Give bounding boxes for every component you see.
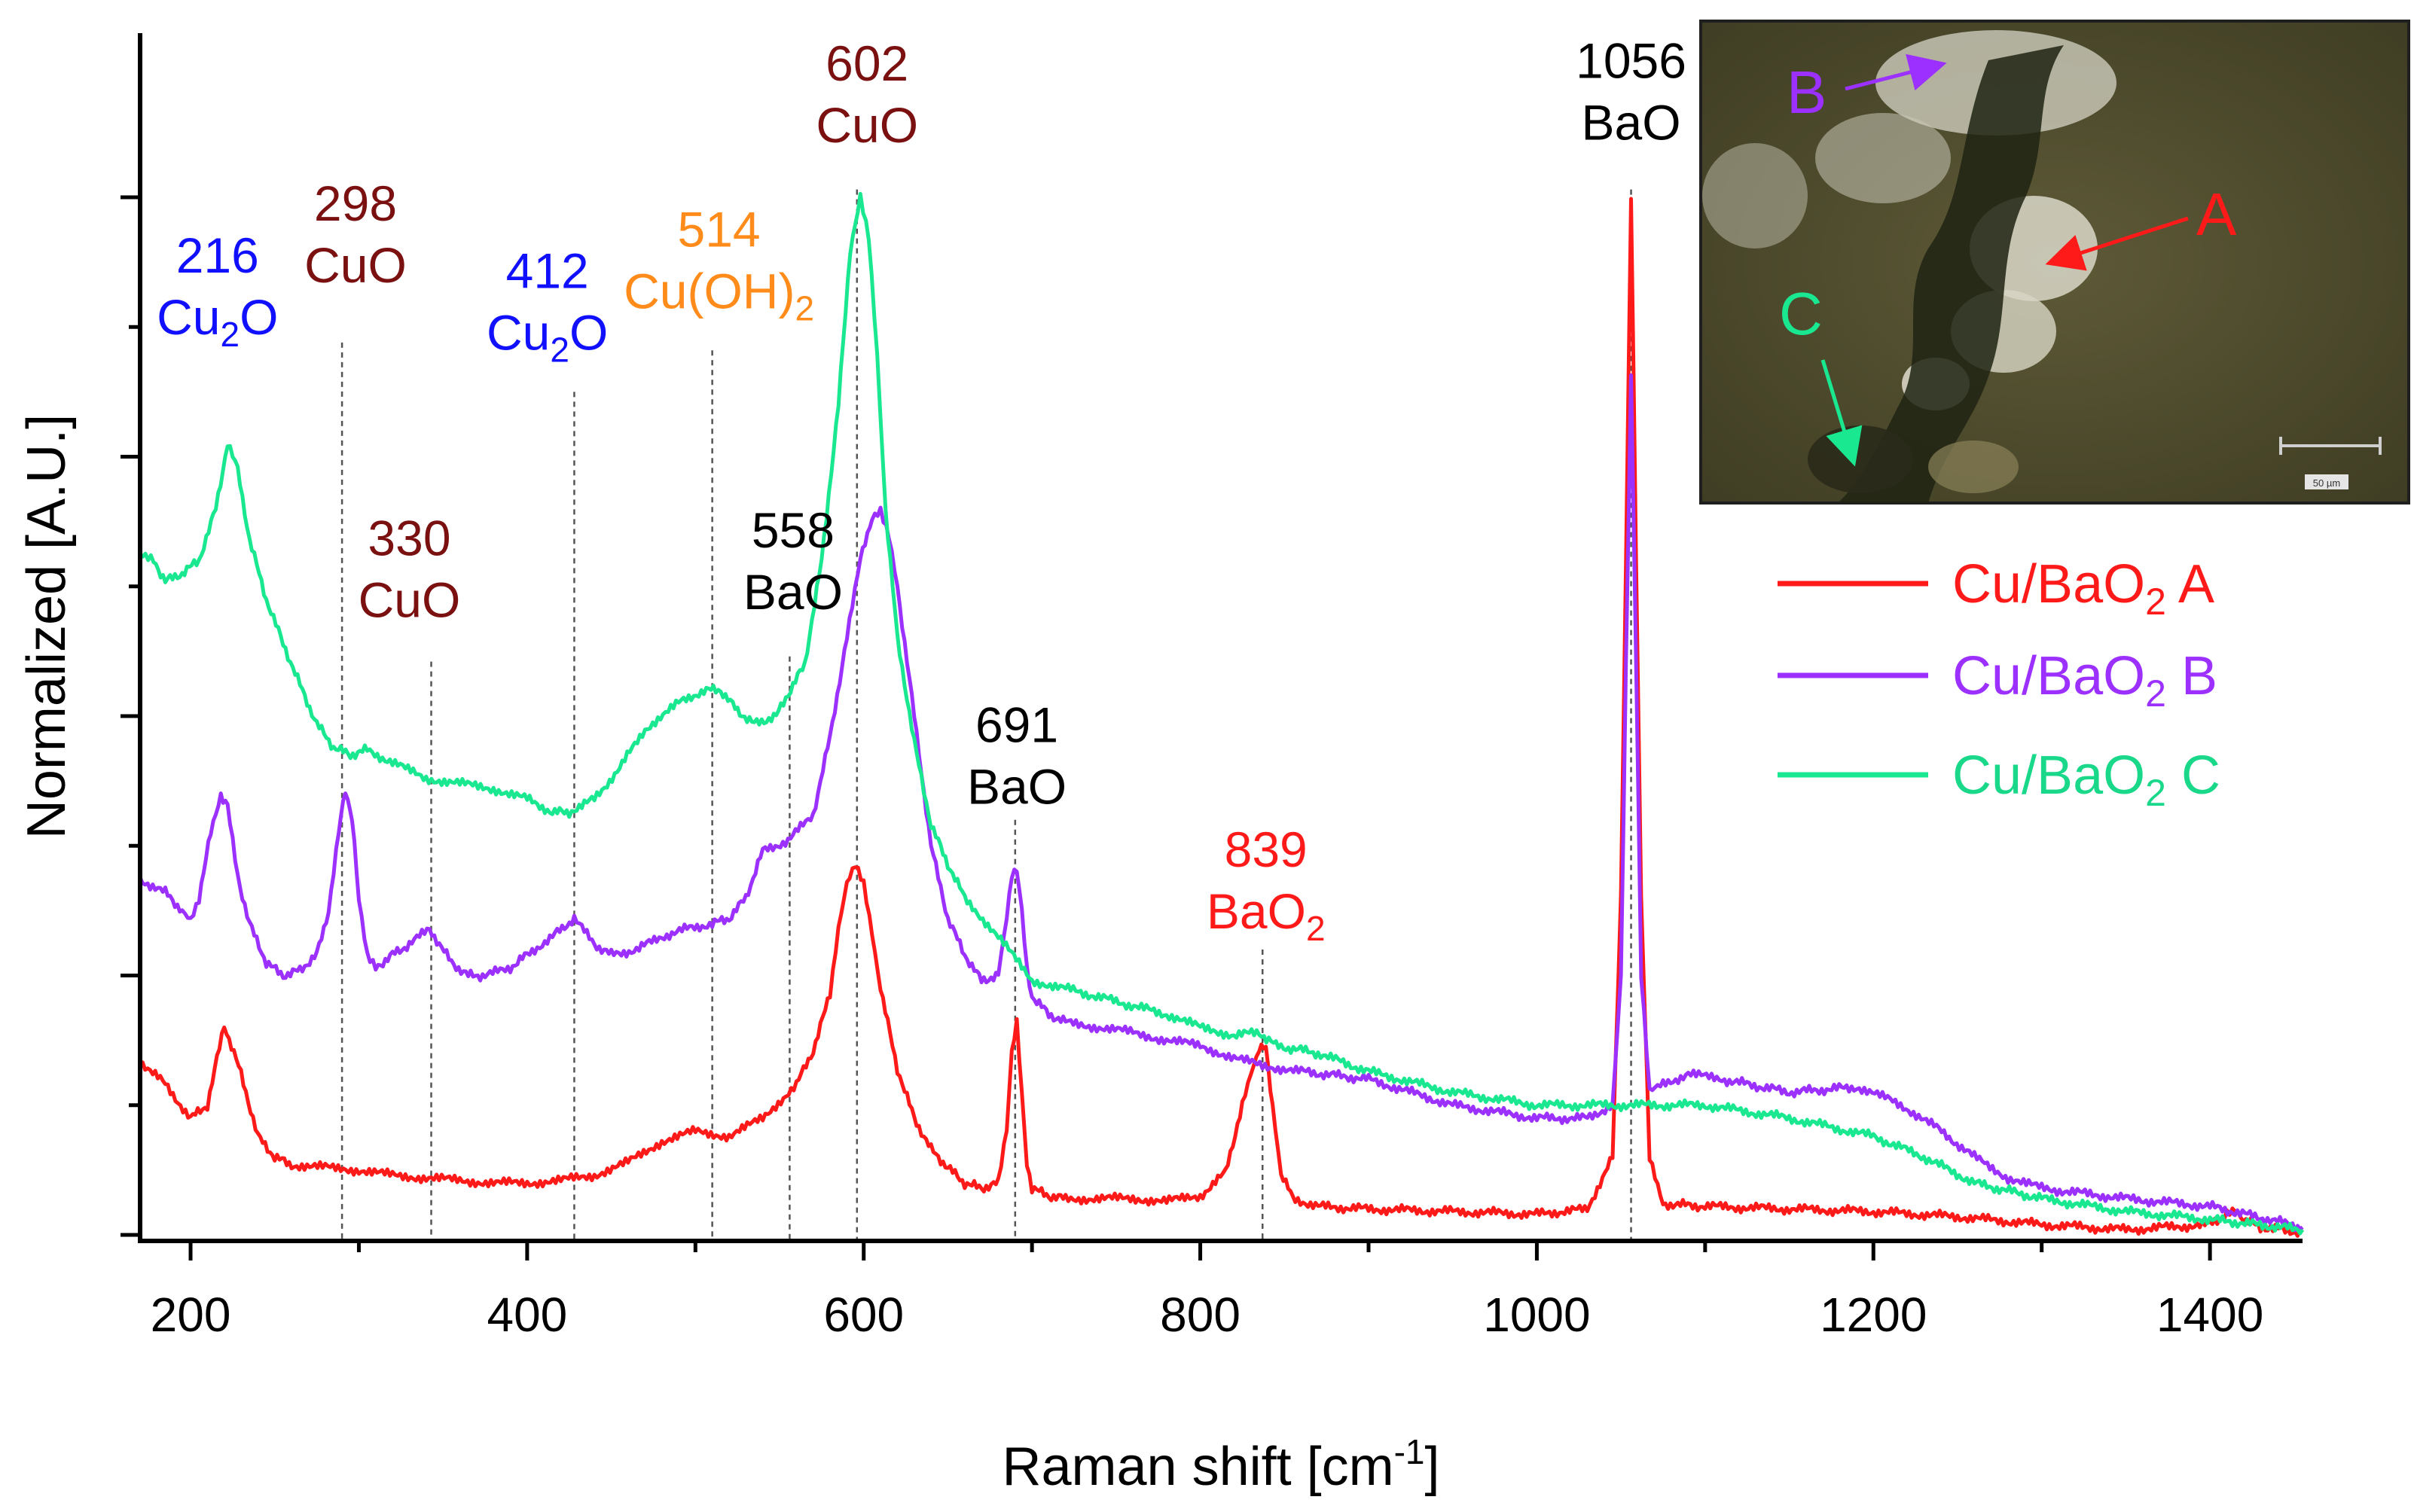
x-tick-label: 600 (823, 1288, 904, 1342)
peak-label-216: 216 Cu2O (157, 227, 278, 354)
peak-wavenumber: 412 (506, 243, 589, 299)
peak-species: CuO (816, 97, 918, 153)
series-line-a (138, 197, 2304, 1238)
inset-arrow-c (1820, 359, 1863, 467)
peak-wavenumber: 514 (678, 201, 761, 257)
inset-marker-a: A (2196, 181, 2237, 248)
inset-photo: 50 µm A B C (1699, 20, 2410, 505)
inset-arrow-b (1845, 53, 1947, 91)
x-tick-label: 1400 (2156, 1288, 2263, 1342)
peak-label-558: 558 BaO (743, 502, 843, 620)
peak-label-298: 298 CuO (304, 175, 407, 293)
peak-species: BaO (743, 564, 843, 620)
legend-entry-a: Cu/BaO2 A (1778, 554, 2214, 623)
peak-species: CuO (359, 572, 461, 627)
peak-species: BaO (967, 758, 1067, 814)
legend: Cu/BaO2 A Cu/BaO2 B Cu/BaO2 C (1778, 554, 2220, 814)
x-tick-label: 800 (1160, 1288, 1241, 1342)
legend-entry-c: Cu/BaO2 C (1778, 745, 2220, 814)
legend-label-b: Cu/BaO2 B (1952, 646, 2217, 715)
x-tick-label: 200 (151, 1288, 231, 1342)
peak-label-514: 514 Cu(OH)2 (624, 201, 814, 328)
peak-species: BaO (1581, 95, 1680, 151)
x-tick-label: 1000 (1483, 1288, 1590, 1342)
series-line-b (138, 373, 2304, 1233)
peak-label-1056: 1056 BaO (1576, 33, 1686, 151)
inset-arrow-a (2045, 216, 2189, 271)
inset-marker-c: C (1779, 280, 1823, 347)
peak-species: BaO2 (1207, 883, 1326, 948)
y-axis-title: Normalized [A.U.] (17, 414, 77, 839)
legend-entry-b: Cu/BaO2 B (1778, 646, 2217, 715)
peak-wavenumber: 558 (752, 502, 835, 558)
peak-species: Cu2O (157, 289, 278, 354)
inset-marker-b: B (1787, 59, 1827, 126)
peak-label-602: 602 CuO (816, 35, 918, 153)
x-ticks: 200 400 600 800 1000 1200 1400 (151, 1241, 2263, 1342)
peak-label-691: 691 BaO (967, 697, 1067, 814)
peak-wavenumber: 298 (314, 175, 397, 231)
peak-wavenumber: 330 (368, 510, 450, 565)
x-axis-title: Raman shift [cm-1] (1002, 1432, 1439, 1497)
peak-annotations: 216 Cu2O 298 CuO 412 Cu2O 514 Cu(OH)2 602 CuO 330 C… (157, 33, 1686, 948)
peak-species: Cu2O (487, 305, 608, 370)
axes (138, 33, 2303, 1243)
peak-wavenumber: 839 (1225, 822, 1308, 877)
peak-wavenumber: 1056 (1576, 33, 1686, 89)
peak-label-330: 330 CuO (359, 510, 461, 627)
series-line-c (139, 191, 2305, 1236)
legend-label-a: Cu/BaO2 A (1952, 554, 2214, 623)
peak-wavenumber: 602 (826, 35, 908, 91)
x-tick-label: 1200 (1820, 1288, 1927, 1342)
peak-wavenumber: 691 (975, 697, 1058, 752)
legend-label-c: Cu/BaO2 C (1952, 745, 2220, 814)
series-lines (138, 191, 2305, 1238)
y-ticks (121, 195, 140, 1237)
peak-wavenumber: 216 (176, 227, 259, 283)
peak-label-839: 839 BaO2 (1207, 822, 1326, 948)
x-tick-label: 400 (487, 1288, 567, 1342)
peak-species: Cu(OH)2 (624, 263, 814, 328)
peak-guide-lines (340, 189, 1632, 1241)
peak-label-412: 412 Cu2O (487, 243, 608, 370)
inset-scale-label: 50 µm (2313, 477, 2340, 489)
peak-species: CuO (304, 237, 407, 293)
